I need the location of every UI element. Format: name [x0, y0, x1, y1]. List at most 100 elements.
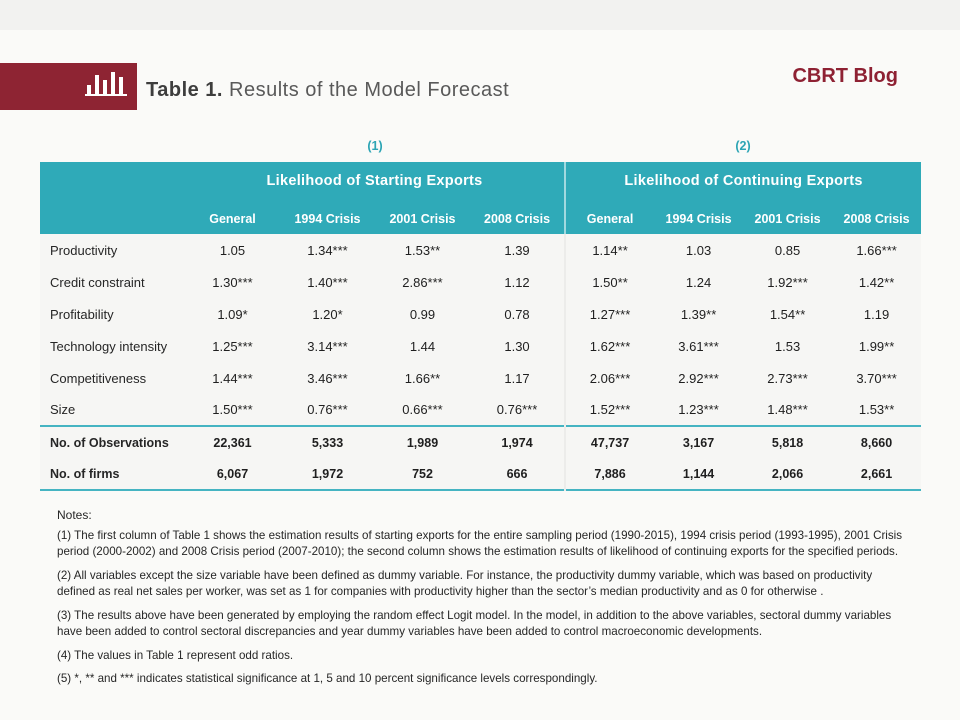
cell-value: 8,660 [832, 425, 922, 458]
table-row: Competitiveness 1.44*** 3.46*** 1.66** 1.17 2… [40, 362, 921, 394]
col-header: 2001 Crisis [743, 200, 833, 234]
table-row: No. of firms 6,067 1,972 752 666 7,886 1,144 2,… [40, 458, 921, 490]
cell-value: 0.76*** [470, 394, 567, 426]
col-header: 1994 Crisis [654, 200, 744, 234]
cbrt-logo [0, 63, 137, 110]
column-group-refs: (1) (2) [40, 139, 921, 153]
group-header-row: Likelihood of Starting Exports Likelihoo… [40, 162, 922, 234]
cell-value: 1.12 [470, 266, 567, 298]
cell-value: 1.17 [470, 362, 567, 394]
results-table: Likelihood of Starting Exports Likelihoo… [40, 162, 922, 491]
cell-value: 1.39** [680, 306, 717, 322]
table-row: Credit constraint 1.30*** 1.40*** 2.86*** 1.… [40, 266, 921, 298]
table-body-main: Productivity 1.05 1.34*** 1.53** 1.39 1.14** 1… [40, 234, 922, 490]
cell-value: 1.14** [592, 242, 628, 258]
note-item: (2) All variables except the size variab… [57, 568, 873, 599]
row-label: Profitability [50, 306, 114, 322]
cell-value: 0.66*** [402, 402, 443, 417]
table-title-text: Results of the Model Forecast [229, 79, 510, 101]
cell-value: 0.78 [470, 298, 567, 330]
cell-value: 1.53 [774, 338, 801, 354]
note-item: (1) The first column of Table 1 shows th… [57, 529, 903, 559]
cell-value: 1.54** [769, 306, 806, 322]
cell-value: 1.53** [404, 242, 441, 258]
cell-value: 666 [470, 458, 567, 490]
notes-list: (1) The first column of Table 1 shows th… [57, 528, 905, 688]
cell-value: 0.85 [774, 242, 801, 258]
row-label: Competitiveness [50, 370, 147, 386]
row-label: Productivity [50, 242, 118, 258]
cell-value: 2,066 [771, 466, 804, 481]
note-item: (4) The values in Table 1 represent odd … [57, 648, 294, 662]
cell-value: 2.92*** [678, 370, 719, 386]
column-header-row: General 1994 Crisis 2001 Crisis 2008 Cri… [40, 200, 922, 234]
cell-value: 3,167 [654, 425, 744, 458]
cell-value: 2.73*** [767, 370, 808, 386]
refs-spacer [40, 139, 185, 153]
cell-value: 3.70*** [856, 370, 897, 386]
cell-value: 1.66** [404, 370, 441, 386]
group2-ref: (2) [735, 139, 751, 153]
table-number: Table 1. [146, 79, 223, 101]
note-item: (3) The results above have been generate… [57, 608, 892, 639]
cell-value: 2.06*** [589, 370, 631, 386]
cell-value: 1,972 [311, 466, 344, 481]
cell-value: 5,818 [743, 425, 833, 458]
col-header: General [185, 200, 280, 234]
col-header: 2008 Crisis [470, 200, 567, 234]
cell-value: 0.99 [409, 306, 436, 322]
col-header: 2008 Crisis [832, 200, 922, 234]
cell-value: 6,067 [216, 466, 249, 481]
group1-ref: (1) [367, 139, 383, 153]
table-row: Profitability 1.09* 1.20* 0.99 0.78 1.27*** 1.… [40, 298, 921, 330]
cell-value: 22,361 [185, 425, 280, 458]
cell-value: 1.34*** [307, 242, 348, 258]
cell-value: 3.46*** [307, 370, 348, 386]
cell-value: 2,661 [860, 466, 893, 481]
cell-value: 1.62*** [589, 338, 631, 354]
cell-value: 1.25*** [212, 338, 253, 354]
table-row: Technology intensity 1.25*** 3.14*** 1.44 1.… [40, 330, 921, 362]
corner-cell [40, 162, 185, 234]
cell-value: 1.52*** [589, 402, 631, 417]
cell-value: 1.99** [858, 338, 895, 354]
row-label: Size [50, 402, 76, 417]
notes-title: Notes: [57, 508, 92, 522]
cell-value: 1.44 [409, 338, 436, 354]
results-table-wrap: Likelihood of Starting Exports Likelihoo… [40, 162, 922, 491]
cell-value: 1.05 [219, 242, 246, 258]
notes-section: Notes: (1) The first column of Table 1 s… [57, 508, 905, 695]
table-row: Productivity 1.05 1.34*** 1.53** 1.39 1.14** 1… [40, 234, 921, 266]
cell-value: 1,144 [682, 466, 715, 481]
cell-value: 1.44*** [212, 370, 253, 386]
cell-value: 1.50** [592, 274, 628, 290]
note-item: (5) *, ** and *** indicates statistical … [57, 672, 598, 686]
group2-title: Likelihood of Continuing Exports [565, 162, 922, 200]
row-label: Credit constraint [50, 274, 145, 290]
cell-value: 0.76*** [307, 402, 348, 417]
cell-value: 1.09* [217, 306, 248, 322]
cell-value: 1.66*** [856, 242, 897, 258]
cell-value: 1.19 [863, 306, 890, 322]
row-label: Technology intensity [50, 338, 168, 354]
cell-value: 1.48*** [767, 402, 808, 417]
page-title: Table 1. Results of the Model Forecast [146, 79, 509, 102]
cell-value: 7,886 [594, 466, 626, 481]
bar-chart-icon [84, 71, 128, 102]
cell-value: 1.42** [858, 274, 895, 290]
cell-value: 1.30 [470, 330, 567, 362]
cell-value: 3.14*** [307, 338, 348, 354]
cell-value: 3.61*** [678, 338, 719, 354]
cell-value: 1.23*** [678, 402, 719, 417]
cell-value: 1.24 [685, 274, 712, 290]
cell-value: 1.50*** [212, 402, 253, 417]
cell-value: 1.27*** [589, 306, 631, 322]
col-header: 2001 Crisis [375, 200, 470, 234]
row-label: No. of Observations [40, 425, 185, 458]
table-row: No. of Observations 22,361 5,333 1,989 1,974… [40, 425, 922, 458]
cell-value: 5,333 [280, 425, 375, 458]
group1-title: Likelihood of Starting Exports [185, 162, 567, 200]
brand-label: CBRT Blog [792, 65, 898, 87]
cell-value: 1.30*** [212, 274, 253, 290]
